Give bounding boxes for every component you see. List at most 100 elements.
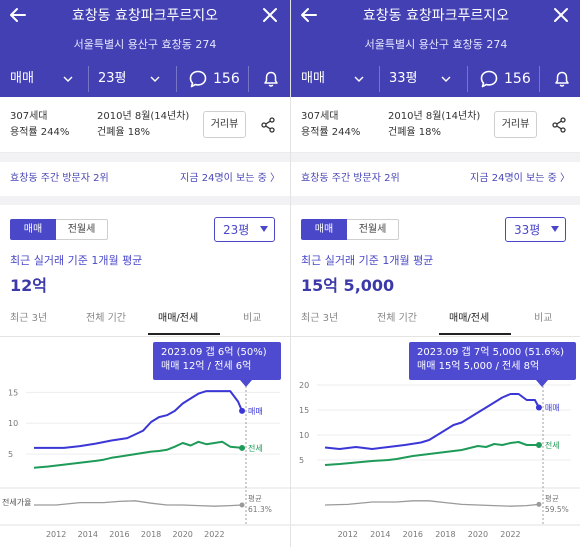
caret-down-icon [551,226,559,232]
series-label: 매매 [248,407,263,416]
average-price-label: 최근 실거래 기준 1개월 평균 [10,254,143,267]
y-tick-label: 10 [8,419,18,428]
ratio-line [34,500,243,507]
complex-title: 효창동 효창파크푸르지오 [362,8,510,24]
complex-address: 서울특별시 용산구 효창동 274 [364,38,508,51]
tab-all-period[interactable]: 전체 기간 [86,313,126,324]
back-arrow-icon[interactable] [297,3,321,27]
bell-icon[interactable] [553,70,571,88]
back-arrow-icon[interactable] [6,3,30,27]
app-header: 효창동 효창파크푸르지오 서울특별시 용산구 효창동 274 매매 23평 15… [0,0,290,97]
chart-area-label: 23평 [223,223,250,237]
series-line-jeonse [33,440,243,469]
bell-icon[interactable] [262,70,280,88]
floor-area-ratio: 용적률 244% [10,127,70,138]
floor-area-ratio: 용적률 244% [301,127,361,138]
series-endpoint [239,444,246,451]
visitor-now-link[interactable]: 지금 24명이 보는 중 〉 [180,173,280,184]
section-gap [0,196,290,205]
household-count: 307세대 [301,111,339,122]
series-line-jeonse [324,441,539,466]
ratio-avg-label: 평균 [248,493,262,503]
share-icon[interactable] [260,117,276,133]
complex-address: 서울특별시 용산구 효창동 274 [73,38,217,51]
chevron-down-icon [150,76,160,82]
x-tick-label: 2016 [403,530,423,539]
comment-count[interactable]: 156 [504,71,531,87]
tab-sale[interactable]: 매매 [301,219,347,240]
tab-divider [291,336,580,337]
street-view-button[interactable]: 거리뷰 [494,111,537,138]
ratio-avg-label: 평균 [545,493,559,503]
x-tick-label: 2020 [468,530,488,539]
average-price-label: 최근 실거래 기준 1개월 평균 [301,254,434,267]
series-endpoint [535,404,542,411]
divider [248,66,249,92]
tab-rent[interactable]: 전월세 [347,219,399,240]
comment-icon[interactable] [479,69,499,89]
divider [467,66,468,92]
comment-count[interactable]: 156 [213,71,240,87]
section-gap [0,153,290,162]
series-label: 매매 [545,404,560,413]
series-line-sale [34,390,243,449]
section-gap [291,196,580,205]
close-icon[interactable] [258,3,282,27]
tooltip-arrow [240,380,252,387]
tab-all-period[interactable]: 전체 기간 [377,313,417,324]
tab-sale[interactable]: 매매 [10,219,56,240]
tab-compare[interactable]: 비교 [534,313,553,324]
panel-33py: 효창동 효창파크푸르지오 서울특별시 용산구 효창동 274 매매 33평 15… [290,0,580,547]
area-select[interactable]: 33평 [389,71,418,86]
tab-divider [0,336,290,337]
chart-area-select[interactable]: 33평 [505,217,566,242]
section-gap [291,153,580,162]
tooltip-gap-line: 2023.09 갭 7억 5,000 (51.6%) [417,347,565,358]
series-label: 전세 [248,443,263,453]
tab-rent[interactable]: 전월세 [56,219,108,240]
x-tick-label: 2012 [46,530,66,539]
ratio-axis-label: 전세가율 [2,497,31,507]
y-tick-label: 10 [299,431,309,440]
tab-sale-vs-jeonse[interactable]: 매매/전세 [449,313,490,324]
series-endpoint [239,407,246,414]
divider [379,66,380,92]
visitor-now-link[interactable]: 지금 24명이 보는 중 〉 [470,173,570,184]
ratio-endpoint [239,502,245,508]
tab-recent-3y[interactable]: 최근 3년 [301,313,339,324]
caret-down-icon [260,226,268,232]
divider [176,66,177,92]
chart-area-select[interactable]: 23평 [214,217,275,242]
tab-sale-vs-jeonse[interactable]: 매매/전세 [158,313,199,324]
y-tick-label: 15 [299,406,309,415]
close-icon[interactable] [549,3,573,27]
visitor-banner[interactable] [291,162,580,196]
household-count: 307세대 [10,111,48,122]
x-tick-label: 2014 [370,530,390,539]
active-tab-underline [439,333,511,335]
tooltip-price-line: 매매 12억 / 전세 6억 [161,361,252,372]
share-icon[interactable] [551,117,567,133]
chevron-down-icon [63,76,73,82]
complex-title: 효창동 효창파크푸르지오 [71,8,219,24]
divider [539,66,540,92]
average-price-value: 12억 [10,276,47,295]
comment-icon[interactable] [188,69,208,89]
tooltip-arrow [536,380,548,387]
visitor-banner[interactable] [0,162,290,196]
tab-recent-3y[interactable]: 최근 3년 [10,313,48,324]
street-view-button[interactable]: 거리뷰 [203,111,246,138]
chart-tooltip: 2023.09 갭 7억 5,000 (51.6%) 매매 15억 5,000 … [409,342,576,380]
trade-type-select[interactable]: 매매 [10,71,34,86]
series-line-sale [324,393,540,450]
chart-area-label: 33평 [514,223,541,237]
x-tick-label: 2022 [204,530,224,539]
built-year: 2010년 8월(14년차) [388,111,481,122]
tab-compare[interactable]: 비교 [243,313,262,324]
ratio-avg-value: 61.3% [248,505,272,514]
y-tick-label: 15 [8,388,18,397]
area-select[interactable]: 23평 [98,71,127,86]
chart-tooltip: 2023.09 갭 6억 (50%) 매매 12억 / 전세 6억 [153,342,281,380]
trade-type-select[interactable]: 매매 [301,71,325,86]
